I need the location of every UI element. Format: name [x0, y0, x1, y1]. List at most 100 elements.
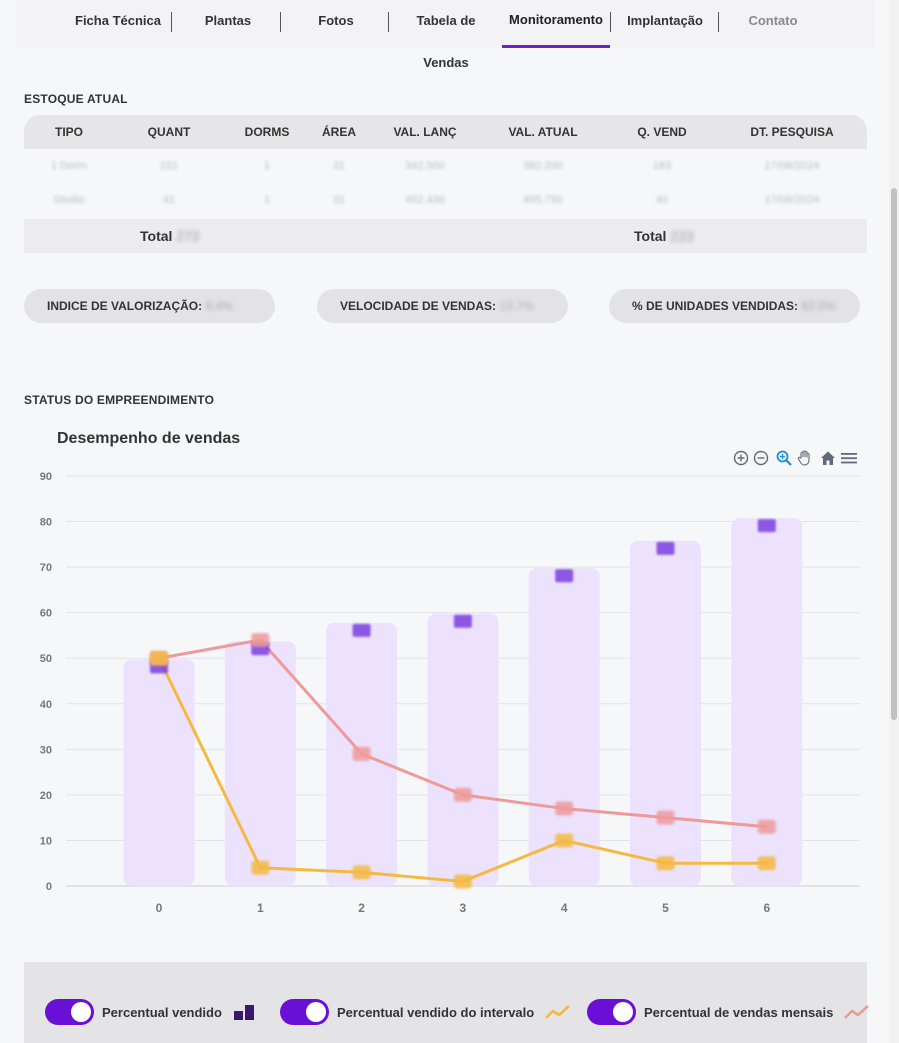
toggle-switch[interactable]: [587, 999, 636, 1025]
legend-item-percentual-vendas-mensais: Percentual de vendas mensais: [587, 999, 871, 1025]
table-row: 1 Dorm 231 1 31 342.500 382.200 183 17/0…: [24, 149, 867, 183]
table-cell: 1: [263, 160, 271, 172]
table-cell: 452.430: [405, 194, 445, 206]
selection-zoom-icon[interactable]: [775, 449, 793, 467]
bar: [731, 518, 803, 886]
tab-monitoramento[interactable]: Monitoramento: [502, 0, 610, 48]
indicator-value: 6.4%: [205, 299, 233, 313]
page-scrollbar[interactable]: [889, 0, 899, 1043]
table-total-row: Total 272 Total 223: [24, 219, 867, 253]
point-vendas-mensais: [453, 787, 472, 802]
point-vendido-intervalo: [352, 865, 371, 880]
chart-toolbar: [732, 449, 862, 469]
y-tick-label: 20: [40, 790, 52, 802]
tab-divider: [610, 12, 611, 32]
table-cell: 1: [263, 194, 271, 206]
y-tick-label: 70: [40, 562, 52, 574]
legend-label: Percentual de vendas mensais: [644, 1004, 834, 1020]
x-tick-label: 2: [358, 901, 365, 915]
stock-table: TIPO QUANT DORMS ÁREA VAL. LANÇ VAL. ATU…: [24, 115, 867, 253]
point-vendas-mensais: [555, 801, 574, 816]
table-cell: 40: [655, 194, 669, 206]
bar-data-label: [757, 519, 776, 533]
total-value: 223: [670, 228, 694, 244]
y-tick-label: 0: [46, 881, 52, 893]
point-vendas-mensais: [656, 810, 675, 825]
menu-icon[interactable]: [840, 449, 858, 467]
chart-title: Desempenho de vendas: [57, 430, 241, 447]
col-header: DT. PESQUISA: [750, 125, 834, 139]
col-header: Q. VEND: [637, 125, 687, 139]
y-tick-label: 50: [40, 653, 52, 665]
col-header: DORMS: [244, 125, 290, 139]
col-header: ÁREA: [321, 125, 356, 139]
point-vendido-intervalo: [757, 856, 776, 871]
tab-divider: [171, 12, 172, 32]
table-cell: 31: [332, 194, 346, 206]
bar-data-label: [656, 541, 675, 555]
y-tick-label: 40: [40, 699, 52, 711]
indicator-label: % DE UNIDADES VENDIDAS:: [632, 299, 799, 313]
total-sold: Total 223: [634, 219, 694, 253]
bar-data-label: [555, 569, 574, 583]
point-vendas-mensais: [757, 819, 776, 834]
col-header: VAL. ATUAL: [508, 125, 578, 139]
home-icon[interactable]: [819, 449, 837, 467]
point-vendas-mensais: [352, 746, 371, 761]
point-vendido-intervalo: [656, 856, 675, 871]
table-cell: 17/06/2024: [764, 160, 820, 172]
tab-contato[interactable]: Contato: [748, 13, 798, 28]
bar-icon: [233, 1005, 254, 1020]
point-vendido-intervalo: [150, 651, 168, 666]
total-quant: Total 272: [140, 219, 200, 253]
table-cell: 183: [652, 160, 672, 172]
line-icon: [545, 1005, 571, 1019]
table-cell: Studio: [53, 194, 85, 206]
status-section-title: STATUS DO EMPREENDIMENTO: [24, 393, 215, 407]
col-header: QUANT: [147, 125, 191, 139]
tab-implantacao[interactable]: Implantação: [627, 13, 703, 28]
tab-plantas[interactable]: Plantas: [204, 13, 252, 28]
sales-performance-chart: 0 10 20 30 40 50 60 70 80 90 0 1 2 3 4 5 6: [40, 471, 860, 915]
bar-data-label: [453, 614, 472, 628]
indicator-label: INDICE DE VALORIZAÇÃO:: [47, 299, 203, 313]
zoom-in-icon[interactable]: [732, 449, 750, 467]
y-tick-label: 80: [40, 517, 52, 529]
y-tick-label: 30: [40, 744, 52, 756]
x-tick-label: 1: [257, 901, 264, 915]
col-header: VAL. LANÇ: [393, 125, 457, 139]
point-vendido-intervalo: [555, 833, 574, 848]
tab-bar: Ficha Técnica Plantas Fotos Tabela de Ve…: [16, 0, 875, 70]
x-tick-label: 3: [460, 901, 467, 915]
bar: [123, 659, 195, 886]
toggle-switch[interactable]: [280, 999, 329, 1025]
tab-ficha-tecnica[interactable]: Ficha Técnica: [75, 13, 161, 28]
x-tick-label: 5: [662, 901, 669, 915]
tab-fotos[interactable]: Fotos: [318, 13, 354, 28]
line-icon: [844, 1005, 870, 1019]
scrollbar-thumb[interactable]: [891, 188, 897, 720]
x-tick-label: 4: [561, 901, 568, 915]
table-cell: 382.200: [523, 160, 563, 172]
pan-hand-icon[interactable]: [796, 449, 814, 467]
bar: [630, 540, 701, 886]
y-tick-label: 60: [40, 608, 52, 620]
legend-label: Percentual vendido: [102, 1004, 222, 1020]
x-tick-label: 6: [763, 901, 770, 915]
indicator-value: 13.7%: [499, 299, 534, 313]
indicator-value: 82.0%: [801, 299, 836, 313]
col-header: TIPO: [54, 125, 83, 139]
toggle-switch[interactable]: [45, 999, 94, 1025]
tab-tabela-de-vendas[interactable]: Tabela de Vendas: [416, 13, 476, 70]
valorizacao-indicator: INDICE DE VALORIZAÇÃO: 6.4%: [24, 289, 275, 323]
zoom-out-icon[interactable]: [752, 449, 770, 467]
stock-section-title: ESTOQUE ATUAL: [24, 92, 128, 106]
total-label: Total: [140, 228, 173, 244]
unidades-vendidas-indicator: % DE UNIDADES VENDIDAS: 82.0%: [609, 289, 860, 323]
tab-divider: [280, 12, 281, 32]
table-row: Studio 41 1 31 452.430 455.750 40 17/06/…: [24, 183, 867, 217]
table-cell: 41: [162, 194, 176, 206]
total-value: 272: [176, 228, 200, 244]
point-vendido-intervalo: [453, 874, 472, 889]
y-tick-label: 90: [40, 471, 52, 483]
